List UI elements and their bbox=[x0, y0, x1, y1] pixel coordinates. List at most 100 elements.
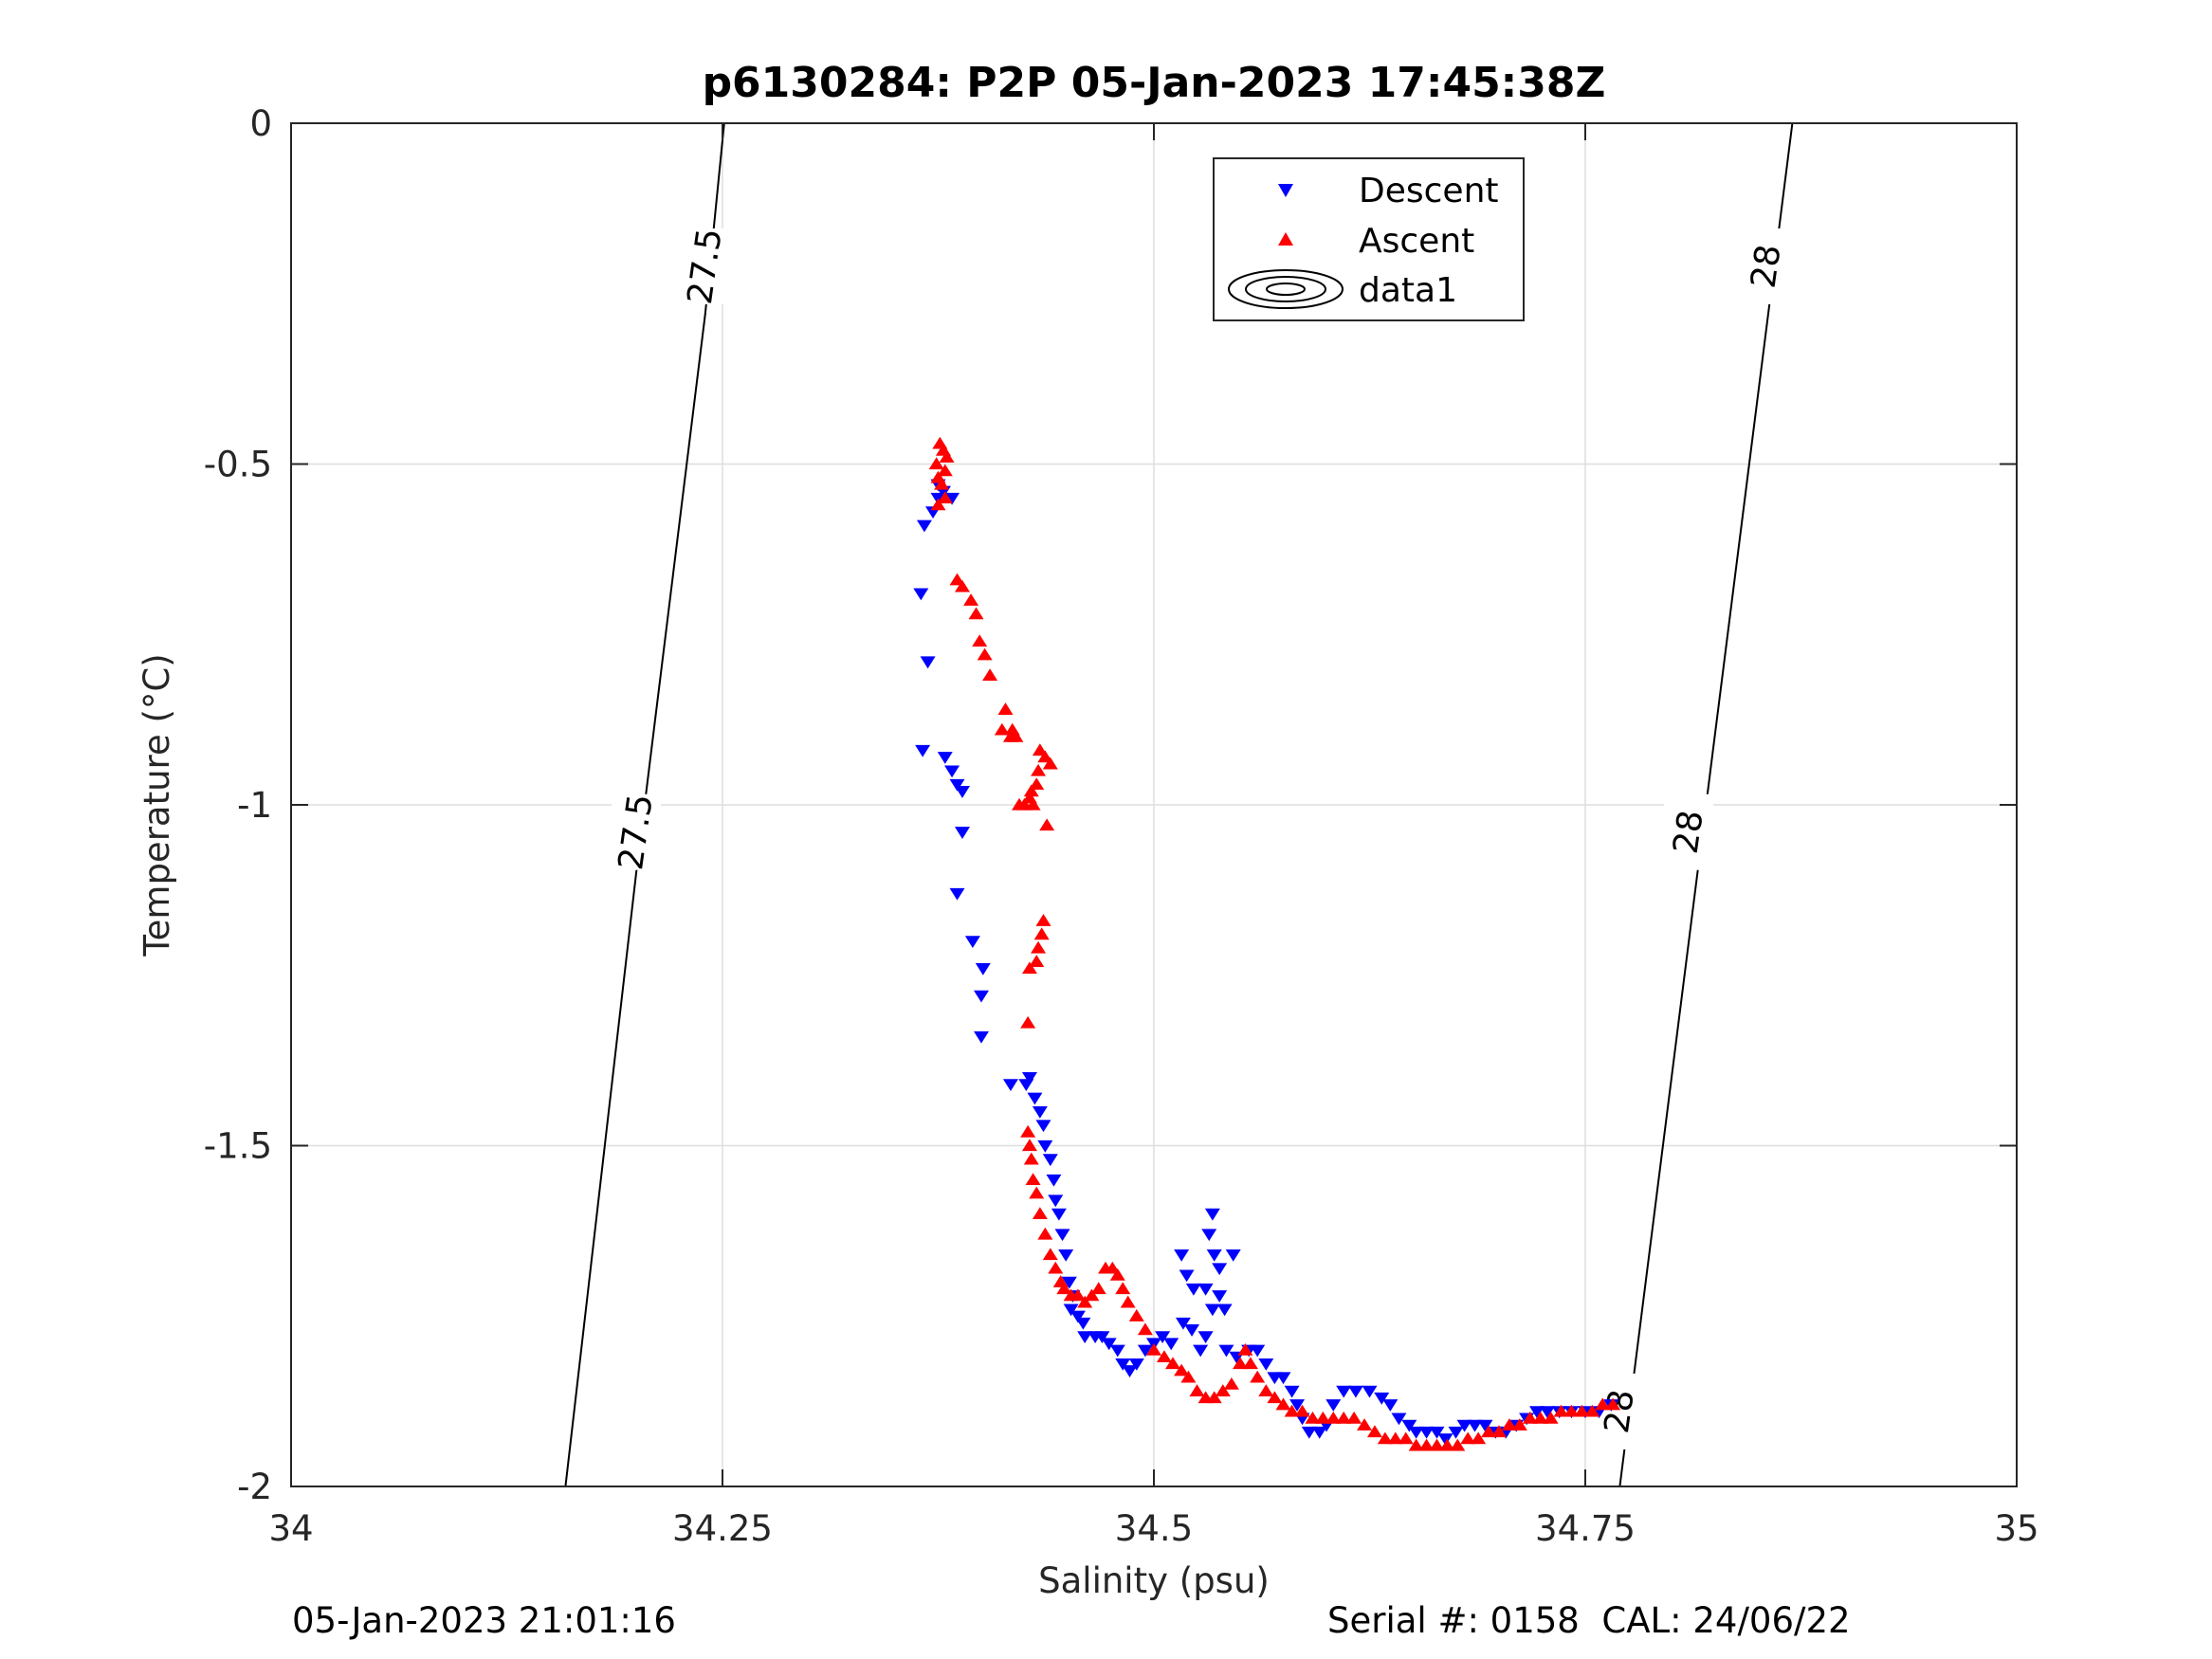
ascent-data-point bbox=[1021, 1139, 1037, 1152]
ascent-data-point bbox=[1020, 1124, 1036, 1138]
descent-data-point bbox=[1456, 1419, 1472, 1432]
descent-data-point bbox=[1037, 1139, 1053, 1153]
ascent-data-point bbox=[1595, 1397, 1611, 1411]
descent-data-point bbox=[1201, 1229, 1217, 1242]
descent-data-point bbox=[1109, 1344, 1125, 1358]
ascent-data-point bbox=[1315, 1411, 1331, 1424]
contour-label-background bbox=[1595, 1373, 1645, 1449]
y-tick-label: -2 bbox=[237, 1467, 272, 1507]
descent-data-point bbox=[949, 778, 965, 792]
x-tick-label: 34.5 bbox=[1115, 1508, 1193, 1549]
descent-data-point bbox=[1401, 1419, 1417, 1432]
x-tick-label: 35 bbox=[1994, 1508, 2038, 1549]
descent-data-point bbox=[1058, 1249, 1074, 1262]
descent-data-point bbox=[1175, 1317, 1191, 1330]
descent-data-point bbox=[1122, 1365, 1138, 1377]
descent-data-point bbox=[1021, 1072, 1037, 1085]
ascent-data-point bbox=[997, 702, 1014, 715]
descent-data-point bbox=[1539, 1406, 1555, 1419]
descent-data-point bbox=[1325, 1399, 1342, 1412]
ascent-data-point bbox=[1021, 961, 1037, 975]
ascent-data-point bbox=[1294, 1404, 1310, 1417]
ascent-data-point bbox=[1471, 1431, 1487, 1445]
descent-data-point bbox=[1289, 1399, 1306, 1412]
ascent-data-point bbox=[1242, 1357, 1258, 1370]
legend-contour-icon bbox=[1245, 276, 1326, 302]
descent-data-point bbox=[1477, 1419, 1493, 1432]
x-tick-label: 34.25 bbox=[672, 1508, 773, 1549]
ascent-data-point bbox=[1377, 1431, 1393, 1445]
ascent-data-point bbox=[982, 668, 998, 681]
descent-data-point bbox=[1048, 1194, 1064, 1208]
ascent-data-point bbox=[1090, 1282, 1106, 1295]
descent-data-point bbox=[1101, 1338, 1117, 1351]
ascent-data-point bbox=[1336, 1411, 1352, 1424]
ascent-data-point bbox=[1237, 1343, 1253, 1356]
descent-data-point bbox=[1275, 1372, 1291, 1385]
descent-data-point bbox=[1467, 1419, 1483, 1432]
legend-label: Ascent bbox=[1359, 222, 1474, 261]
ascent-data-point bbox=[1398, 1431, 1414, 1445]
ascent-data-point bbox=[977, 647, 993, 661]
ascent-data-point bbox=[1429, 1438, 1445, 1451]
x-tick-label: 34 bbox=[268, 1508, 313, 1549]
ascent-data-point bbox=[1574, 1404, 1590, 1417]
descent-data-point bbox=[1137, 1344, 1153, 1358]
descent-data-point bbox=[1061, 1276, 1077, 1289]
ascent-data-point bbox=[928, 457, 944, 470]
ascent-data-point bbox=[1077, 1295, 1093, 1308]
descent-data-point bbox=[1193, 1344, 1209, 1358]
descent-data-point bbox=[920, 656, 936, 669]
ascent-data-point bbox=[1387, 1431, 1403, 1445]
descent-data-point bbox=[1197, 1331, 1214, 1344]
descent-data-point bbox=[1206, 1249, 1222, 1262]
descent-data-point bbox=[1128, 1358, 1144, 1371]
descent-data-point bbox=[913, 588, 929, 601]
ascent-data-point bbox=[1605, 1397, 1621, 1411]
descent-data-point bbox=[1311, 1426, 1327, 1439]
ascent-data-point bbox=[1346, 1411, 1362, 1424]
ascent-data-point bbox=[937, 464, 953, 477]
descent-data-point bbox=[1216, 1304, 1233, 1317]
footer-timestamp: 05-Jan-2023 21:01:16 bbox=[292, 1600, 676, 1641]
ascent-data-point bbox=[1522, 1411, 1538, 1424]
descent-data-point bbox=[1094, 1331, 1110, 1344]
ascent-data-point bbox=[1165, 1357, 1181, 1370]
ascent-data-point bbox=[1357, 1418, 1373, 1431]
descent-data-point bbox=[954, 827, 970, 839]
descent-data-point bbox=[1115, 1358, 1131, 1371]
ascent-data-point bbox=[1137, 1322, 1153, 1336]
descent-data-point bbox=[974, 990, 989, 1003]
descent-data-point bbox=[964, 936, 980, 948]
ascent-data-point bbox=[972, 634, 988, 647]
ascent-data-point bbox=[1109, 1267, 1125, 1281]
descent-data-point bbox=[1284, 1385, 1300, 1398]
y-tick-label: -1.5 bbox=[204, 1126, 272, 1167]
chart-title: p6130284: P2P 05-Jan-2023 17:45:38Z bbox=[703, 59, 1606, 107]
descent-data-point bbox=[916, 520, 932, 533]
ascent-data-point bbox=[1511, 1418, 1527, 1431]
descent-data-point bbox=[1204, 1208, 1220, 1221]
descent-data-point bbox=[1179, 1269, 1195, 1283]
descent-data-point bbox=[1336, 1385, 1352, 1398]
descent-data-point bbox=[1046, 1174, 1062, 1187]
ascent-data-point bbox=[1258, 1384, 1274, 1396]
ascent-data-point bbox=[937, 491, 953, 504]
ascent-data-point bbox=[1056, 1282, 1072, 1295]
ascent-data-point bbox=[1039, 818, 1055, 831]
descent-data-point bbox=[1197, 1283, 1214, 1296]
x-axis-title: Salinity (psu) bbox=[1038, 1560, 1270, 1601]
ascent-data-point bbox=[968, 607, 984, 620]
ascent-data-point bbox=[1023, 784, 1039, 797]
ascent-data-point bbox=[1156, 1350, 1172, 1362]
descent-data-point bbox=[1054, 1229, 1070, 1242]
descent-data-point bbox=[1042, 1154, 1058, 1167]
descent-data-point bbox=[1225, 1249, 1241, 1262]
descent-data-point bbox=[1391, 1413, 1407, 1426]
legend-label: Descent bbox=[1359, 172, 1499, 210]
ascent-data-point bbox=[1035, 914, 1051, 926]
ascent-data-point bbox=[1084, 1288, 1100, 1302]
ascent-data-point bbox=[1563, 1404, 1580, 1417]
